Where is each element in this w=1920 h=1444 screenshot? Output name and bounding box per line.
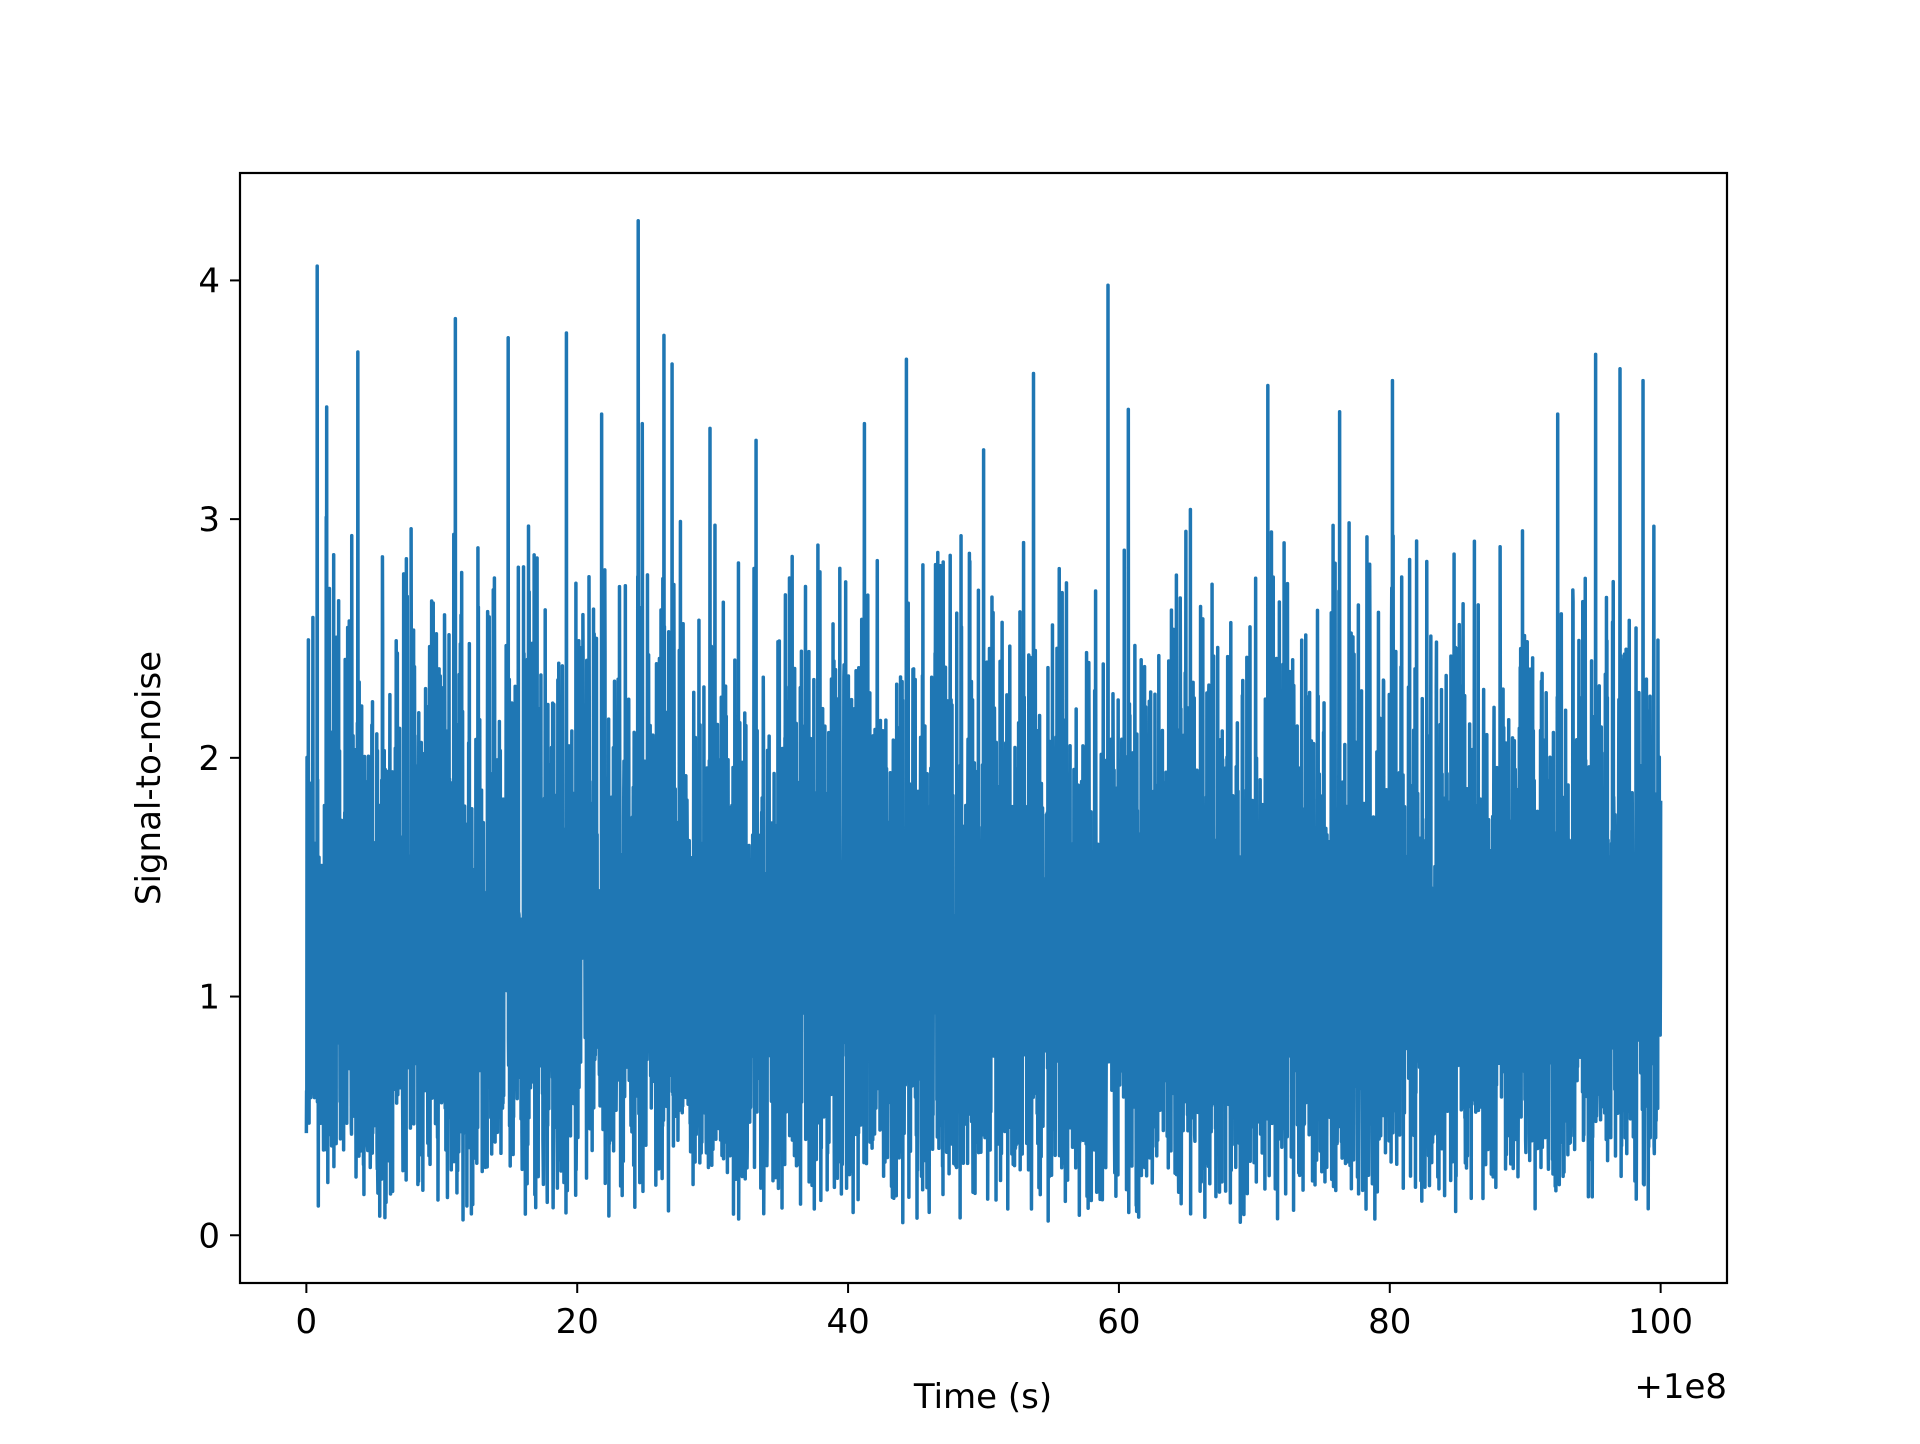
x-axis-label: Time (s) <box>913 1377 1052 1417</box>
x-tick-label: 0 <box>296 1302 318 1342</box>
x-tick-label: 20 <box>556 1302 599 1342</box>
signal-to-noise-series-line <box>304 218 1663 1225</box>
y-tick-label: 4 <box>198 261 220 301</box>
y-axis-label: Signal-to-noise <box>129 651 169 905</box>
x-axis: 0 20 40 60 80 100 <box>296 1283 1693 1342</box>
plot-frame <box>238 171 1729 1285</box>
x-tick-label: 60 <box>1097 1302 1140 1342</box>
y-tick-label: 3 <box>198 500 220 540</box>
y-axis: 0 1 2 3 4 <box>198 261 240 1256</box>
x-tick-label: 40 <box>826 1302 869 1342</box>
x-tick-label: 100 <box>1628 1302 1693 1342</box>
x-tick-label: 80 <box>1368 1302 1411 1342</box>
y-tick-label: 0 <box>198 1216 220 1256</box>
series-layer <box>304 218 1663 1225</box>
x-axis-offset-label: +1e8 <box>1634 1367 1727 1407</box>
y-tick-label: 2 <box>198 739 220 779</box>
y-tick-label: 1 <box>198 978 220 1018</box>
